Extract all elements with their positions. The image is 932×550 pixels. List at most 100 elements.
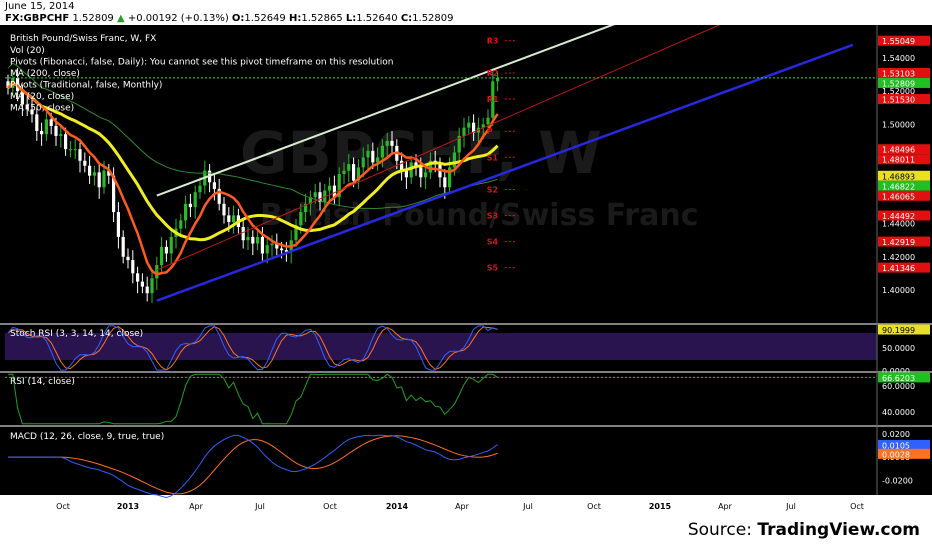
stoch-y-tick: 0.0000 — [882, 367, 910, 376]
change-up-icon: ▲ — [116, 13, 125, 24]
upper-channel-line — [156, 25, 616, 197]
source-prefix: Source: — [687, 520, 758, 540]
price-label-box — [878, 35, 930, 46]
candle — [467, 122, 471, 128]
price-label-box — [878, 236, 930, 247]
macd-line — [8, 434, 498, 499]
candle — [241, 226, 245, 241]
mid-channel-line — [156, 25, 721, 271]
candle — [308, 197, 312, 204]
candle — [136, 273, 140, 282]
price-label-box — [878, 144, 930, 155]
candle — [169, 236, 173, 254]
price-label: 1.42919 — [882, 238, 915, 247]
price-label-box — [878, 154, 930, 165]
rsi-y-tick: 60.0000 — [882, 382, 915, 391]
pivot-label: S5 — [487, 264, 499, 273]
candle — [88, 165, 92, 176]
candle — [424, 172, 428, 178]
pivot-label: R2 — [487, 69, 499, 78]
x-tick-label: 2013 — [117, 502, 139, 511]
last-price: 1.52809 — [72, 13, 114, 24]
rsi-value: 66.6203 — [882, 374, 915, 383]
y-tick-label: 1.52000 — [882, 87, 915, 96]
x-tick-label: 2015 — [649, 502, 672, 511]
x-tick-label: Apr — [189, 502, 204, 511]
source-caption: Source: TradingView.com — [688, 520, 920, 540]
candle — [54, 125, 58, 136]
legend-item: MA (20, close) — [10, 92, 74, 102]
candle — [102, 170, 106, 188]
candle — [332, 185, 336, 198]
candle — [452, 152, 456, 168]
candle — [246, 236, 250, 241]
candle — [73, 149, 77, 151]
candle — [251, 236, 255, 244]
candle — [313, 192, 317, 198]
legend-item: Pivots (Fibonacci, false, Daily): You ca… — [10, 58, 393, 68]
open-label: O: — [231, 13, 245, 24]
x-tick-label: Apr — [718, 502, 733, 511]
candle — [284, 250, 288, 252]
candle — [155, 265, 159, 279]
legend-item: Vol (20) — [10, 46, 45, 56]
candle — [404, 170, 408, 178]
candle — [304, 203, 308, 213]
open-value: 1.52649 — [244, 13, 286, 24]
symbol[interactable]: FX:GBPCHF — [5, 13, 70, 24]
candle — [356, 167, 360, 181]
candle — [121, 236, 125, 257]
chart-title: British Pound/Swiss Franc, W, FX — [10, 34, 156, 44]
candle — [35, 114, 39, 131]
x-tick-label: Apr — [455, 502, 470, 511]
signal-value: 0.0028 — [882, 450, 910, 459]
candle — [49, 119, 53, 126]
pivot-label: R1 — [487, 95, 499, 104]
pivot-label: S4 — [487, 238, 499, 247]
price-label: 1.53103 — [882, 69, 915, 78]
candle — [188, 203, 192, 208]
candle — [260, 236, 264, 254]
high-value: 1.52865 — [301, 13, 343, 24]
pivot-label: S3 — [487, 212, 498, 221]
macd-value-box — [878, 439, 930, 450]
candle — [212, 182, 216, 189]
lower-channel-line — [156, 43, 854, 302]
stoch-value-box — [878, 324, 930, 335]
candle — [366, 150, 370, 158]
candle — [227, 215, 231, 223]
price-label-box — [878, 67, 930, 78]
macd-signal-line — [8, 435, 498, 495]
close-value: 1.52809 — [412, 13, 454, 24]
candle — [371, 150, 375, 163]
stoch-title: Stoch RSI (3, 3, 14, 14, close) — [10, 329, 143, 339]
candle — [318, 192, 322, 203]
stoch-y-tick: 50.0000 — [882, 344, 915, 353]
candle — [164, 246, 168, 254]
candle — [280, 248, 284, 251]
candle — [390, 140, 394, 146]
candle — [145, 286, 149, 294]
x-tick-label: Oct — [56, 502, 70, 511]
candle — [6, 81, 10, 88]
candle — [116, 212, 120, 237]
y-tick-label: 1.50000 — [882, 120, 915, 129]
candle — [328, 185, 332, 191]
chart-background — [0, 25, 932, 495]
candle — [179, 220, 183, 229]
macd-value: 0.0105 — [882, 441, 910, 450]
candle — [160, 246, 164, 266]
symbol-header: FX:GBPCHF 1.52809 ▲ +0.00192 (+0.13%) O:… — [5, 13, 454, 24]
macd-y-tick: 0.0200 — [882, 430, 910, 439]
candle — [44, 119, 48, 135]
low-label: L: — [345, 13, 357, 24]
rsi-line — [8, 373, 498, 425]
candle — [496, 77, 500, 82]
pivot-label: R3 — [487, 37, 499, 46]
candle — [380, 145, 384, 158]
candle — [222, 203, 226, 216]
x-tick-label: Jul — [254, 502, 265, 511]
candle — [20, 91, 24, 105]
stoch-k-line — [7, 325, 498, 371]
